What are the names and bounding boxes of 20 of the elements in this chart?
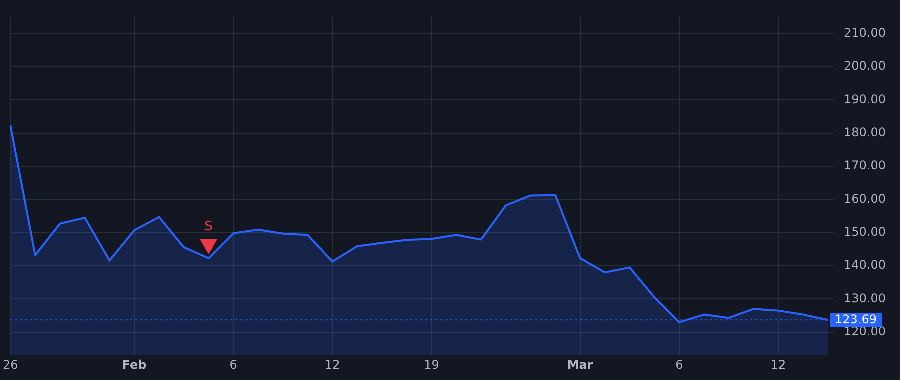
data-label: S <box>204 219 213 234</box>
x-tick-label: 6 <box>676 358 684 372</box>
y-tick-label: 150.00 <box>844 224 886 239</box>
y-tick-label: 140.00 <box>844 258 886 272</box>
x-tick-label: 12 <box>770 358 786 372</box>
y-tick-label: 170.00 <box>844 158 886 173</box>
x-tick-label: 26 <box>2 358 18 372</box>
y-tick-label: 130.00 <box>844 291 886 306</box>
x-tick-label: Mar <box>567 358 594 372</box>
x-tick-label: Feb <box>122 358 148 372</box>
y-tick-label: 120.00 <box>844 324 886 338</box>
x-tick-label: 19 <box>424 358 440 372</box>
y-tick-label: 190.00 <box>844 92 886 106</box>
x-tick-label: 12 <box>324 358 340 372</box>
y-tick-label: 210.00 <box>844 26 886 40</box>
x-tick-label: 6 <box>230 358 238 372</box>
ref-line-label: 123.69 <box>835 312 878 326</box>
y-tick-label: 160.00 <box>844 192 886 206</box>
y-tick-label: 180.00 <box>844 125 886 140</box>
y-tick-label: 200.00 <box>844 59 886 74</box>
